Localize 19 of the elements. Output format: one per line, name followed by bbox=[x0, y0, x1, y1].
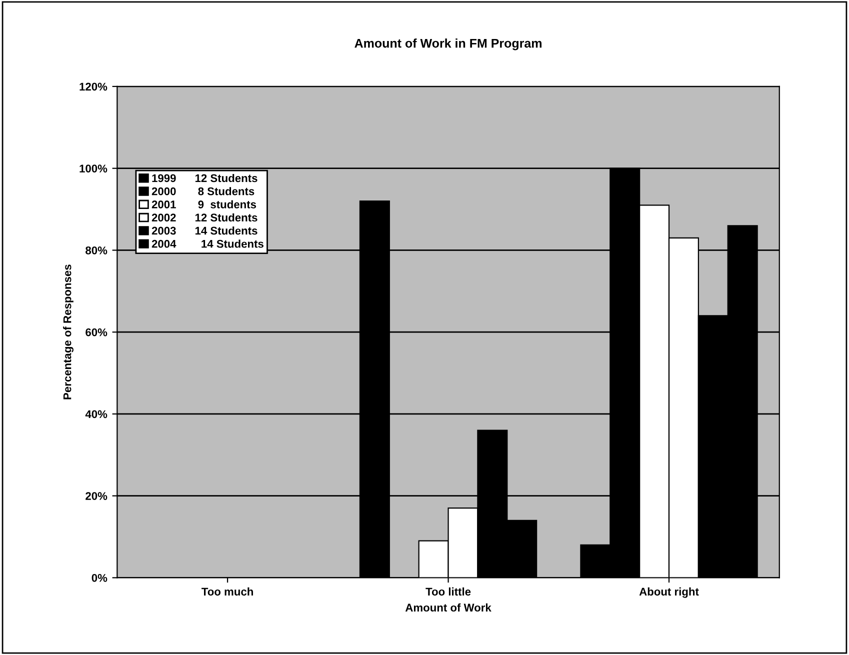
x-axis-title: Amount of Work bbox=[405, 603, 492, 612]
y-tick-label: 80% bbox=[86, 246, 108, 254]
y-tick-label: 100% bbox=[80, 164, 108, 172]
chart-title: Amount of Work in FM Program bbox=[354, 38, 542, 50]
x-tick-label: Too little bbox=[426, 587, 471, 596]
x-tick-label: About right bbox=[639, 587, 699, 598]
y-tick-label: 20% bbox=[86, 492, 108, 500]
y-tick-label: 40% bbox=[85, 410, 108, 418]
legend-label: 2000 8 Students bbox=[152, 187, 254, 196]
y-tick-label: 60% bbox=[86, 328, 108, 336]
y-tick-label: 120% bbox=[80, 82, 108, 91]
legend-label: 1999 12 Students bbox=[152, 174, 258, 182]
x-tick-label: Too much bbox=[202, 587, 253, 596]
y-tick-label: 0% bbox=[92, 574, 108, 582]
legend-label: 2001 9 students bbox=[152, 200, 256, 208]
y-axis-title: Percentage of Responses bbox=[63, 264, 74, 400]
legend-label: 2002 12 Students bbox=[152, 213, 258, 222]
legend-label: 2004 14 Students bbox=[152, 240, 264, 248]
legend-label: 2003 14 Students bbox=[152, 226, 258, 235]
